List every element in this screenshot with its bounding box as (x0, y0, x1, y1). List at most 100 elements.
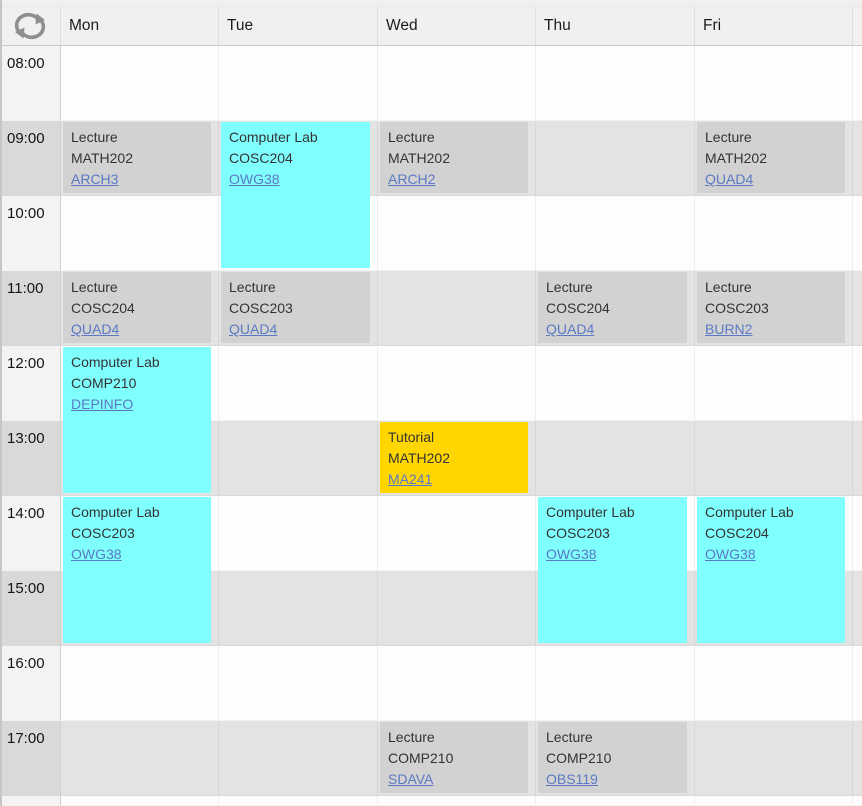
event-module: COSC204 (71, 300, 135, 316)
event-module: COMP210 (388, 750, 454, 766)
time-label: 10:00 (0, 196, 61, 270)
room-link[interactable]: QUAD4 (229, 321, 278, 337)
grid-cell (378, 646, 536, 720)
grid-cell-partial (853, 721, 862, 795)
event-lecture-comp210-thu[interactable]: Lecture COMP210 OBS119 (538, 722, 687, 793)
event-activity: Lecture (388, 129, 435, 145)
grid-row: 16:00 (0, 646, 862, 721)
event-lecture-math202-fri[interactable]: Lecture MATH202 QUAD4 (697, 122, 845, 193)
grid-cell (695, 46, 853, 120)
grid-cell (536, 646, 695, 720)
event-activity: Computer Lab (71, 504, 160, 520)
grid-cell-partial (853, 571, 862, 645)
event-lab-cosc204-tue[interactable]: Computer Lab COSC204 OWG38 (221, 122, 370, 268)
grid-cell (61, 421, 219, 495)
event-activity: Lecture (705, 279, 752, 295)
grid-cell-partial (853, 121, 862, 195)
room-link[interactable]: QUAD4 (705, 171, 754, 187)
room-link[interactable]: BURN2 (705, 321, 753, 337)
grid-cell-partial (853, 196, 862, 270)
grid-cell-partial (853, 421, 862, 495)
grid-cell-partial (853, 796, 862, 805)
grid-cell (378, 721, 536, 795)
room-link[interactable]: SDAVA (388, 771, 434, 787)
room-link[interactable]: OWG38 (705, 546, 756, 562)
grid-cell (219, 421, 378, 495)
grid-cell (378, 121, 536, 195)
room-link[interactable]: OWG38 (229, 171, 280, 187)
room-link[interactable]: DEPINFO (71, 396, 134, 412)
grid-cell (536, 496, 695, 570)
time-label: 16:00 (0, 646, 61, 720)
grid-cell (378, 346, 536, 420)
grid-cell (61, 721, 219, 795)
event-lab-cosc203-mon[interactable]: Computer Lab COSC203 OWG38 (63, 497, 211, 643)
grid-cell (536, 271, 695, 345)
room-link[interactable]: ARCH2 (388, 171, 436, 187)
grid-cell-partial (853, 46, 862, 120)
event-lab-comp210-mon[interactable]: Computer Lab COMP210 DEPINFO (63, 347, 211, 493)
grid-cell (695, 796, 853, 805)
event-activity: Lecture (71, 279, 118, 295)
event-activity: Lecture (71, 129, 118, 145)
room-link[interactable]: QUAD4 (71, 321, 120, 337)
grid-cell (61, 196, 219, 270)
room-link[interactable]: ARCH3 (71, 171, 119, 187)
refresh-icon (14, 12, 46, 40)
grid-cell (219, 121, 378, 195)
event-module: COMP210 (546, 750, 612, 766)
grid-cell (378, 46, 536, 120)
event-tutorial-math202-wed[interactable]: Tutorial MATH202 MA241 (380, 422, 528, 493)
grid-cell (61, 571, 219, 645)
event-lecture-cosc204-thu[interactable]: Lecture COSC204 QUAD4 (538, 272, 687, 343)
grid-cell (695, 721, 853, 795)
grid-cell (219, 271, 378, 345)
grid-cell (536, 196, 695, 270)
timetable-header: Mon Tue Wed Thu Fri (0, 7, 862, 46)
day-header-tue: Tue (219, 7, 378, 45)
room-link[interactable]: OWG38 (71, 546, 122, 562)
event-activity: Computer Lab (71, 354, 160, 370)
grid-cell (219, 46, 378, 120)
grid-cell-partial (853, 346, 862, 420)
event-activity: Computer Lab (229, 129, 318, 145)
grid-cell (695, 346, 853, 420)
left-border (0, 0, 2, 806)
top-strip (0, 0, 862, 7)
grid-cell (61, 46, 219, 120)
grid-cell (219, 496, 378, 570)
event-activity: Lecture (705, 129, 752, 145)
room-link[interactable]: OWG38 (546, 546, 597, 562)
event-lab-cosc203-thu[interactable]: Computer Lab COSC203 OWG38 (538, 497, 687, 643)
grid-cell (536, 796, 695, 805)
grid-cell (536, 46, 695, 120)
grid-cell (61, 796, 219, 805)
event-lecture-cosc203-tue[interactable]: Lecture COSC203 QUAD4 (221, 272, 370, 343)
room-link[interactable]: MA241 (388, 471, 433, 487)
event-activity: Lecture (229, 279, 276, 295)
event-lecture-math202-mon[interactable]: Lecture MATH202 ARCH3 (63, 122, 211, 193)
event-lab-cosc204-fri[interactable]: Computer Lab COSC204 OWG38 (697, 497, 845, 643)
grid-cell-partial (853, 496, 862, 570)
grid-cell (219, 721, 378, 795)
event-lecture-math202-wed[interactable]: Lecture MATH202 ARCH2 (380, 122, 528, 193)
grid-cell (378, 496, 536, 570)
refresh-button[interactable] (0, 7, 61, 45)
grid-cell (536, 346, 695, 420)
event-module: MATH202 (705, 150, 767, 166)
time-label: 17:00 (0, 721, 61, 795)
event-lecture-cosc203-fri[interactable]: Lecture COSC203 BURN2 (697, 272, 845, 343)
grid-cell (536, 421, 695, 495)
day-header-thu: Thu (536, 7, 695, 45)
grid-row (0, 796, 862, 806)
room-link[interactable]: OBS119 (546, 771, 598, 787)
event-activity: Lecture (546, 279, 593, 295)
event-lecture-cosc204-mon[interactable]: Lecture COSC204 QUAD4 (63, 272, 211, 343)
grid-cell-partial (853, 271, 862, 345)
time-label: 08:00 (0, 46, 61, 120)
room-link[interactable]: QUAD4 (546, 321, 595, 337)
event-activity: Computer Lab (546, 504, 635, 520)
event-lecture-comp210-wed[interactable]: Lecture COMP210 SDAVA (380, 722, 528, 793)
grid-cell (219, 196, 378, 270)
event-module: COSC203 (71, 525, 135, 541)
